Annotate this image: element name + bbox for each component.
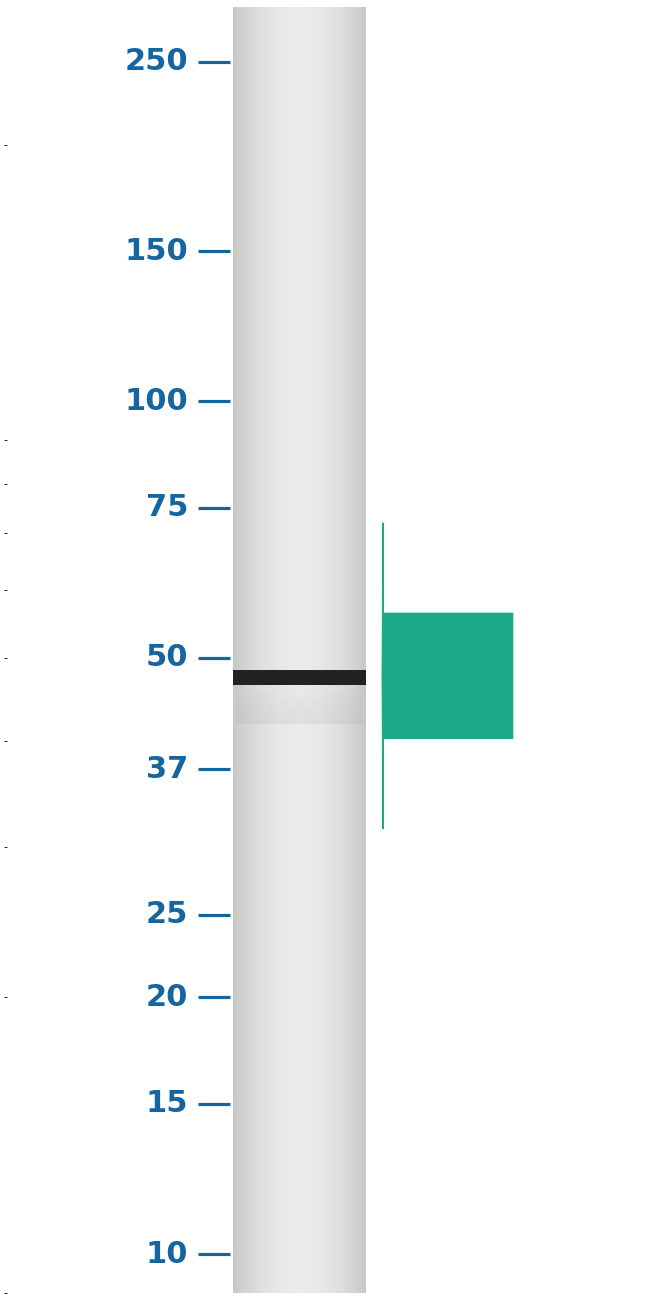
Bar [281, 6, 284, 1294]
Bar [300, 6, 302, 1294]
Bar [235, 6, 237, 1294]
Bar [337, 6, 340, 1294]
Bar [364, 6, 367, 1294]
Bar [355, 6, 358, 1294]
Bar [264, 6, 266, 1294]
Bar [275, 6, 278, 1294]
Bar [278, 6, 280, 1294]
Text: 100: 100 [125, 387, 188, 416]
Bar [324, 6, 326, 1294]
Bar [313, 6, 315, 1294]
Bar [259, 6, 262, 1294]
Bar [266, 6, 268, 1294]
Bar [295, 6, 297, 1294]
Bar [236, 705, 363, 710]
Bar [236, 685, 363, 690]
Bar [257, 6, 259, 1294]
Bar [280, 6, 281, 1294]
Bar [293, 6, 295, 1294]
Text: 250: 250 [125, 47, 188, 77]
Bar [309, 6, 311, 1294]
Text: 15: 15 [146, 1089, 188, 1118]
Bar [236, 694, 363, 699]
Bar [237, 6, 239, 1294]
Text: 37: 37 [146, 755, 188, 784]
Bar [291, 6, 293, 1294]
Bar [262, 6, 264, 1294]
Bar [346, 6, 348, 1294]
Bar [315, 6, 317, 1294]
Bar [353, 6, 355, 1294]
Bar [311, 6, 313, 1294]
Bar [358, 6, 359, 1294]
Bar [306, 6, 309, 1294]
Bar [236, 714, 363, 719]
Text: 75: 75 [146, 493, 188, 523]
Bar [344, 6, 346, 1294]
Bar [236, 690, 363, 694]
Bar [242, 6, 244, 1294]
Bar [248, 6, 251, 1294]
Bar [250, 6, 253, 1294]
Bar [362, 6, 364, 1294]
Bar [246, 6, 248, 1294]
Bar [270, 6, 273, 1294]
Bar [328, 6, 331, 1294]
Bar [317, 6, 320, 1294]
Bar [348, 6, 351, 1294]
Bar [286, 6, 289, 1294]
Bar [236, 719, 363, 724]
Text: 25: 25 [146, 900, 188, 929]
Text: 10: 10 [146, 1239, 188, 1269]
Bar [335, 6, 337, 1294]
Bar [322, 6, 324, 1294]
Bar [284, 6, 286, 1294]
Bar [326, 6, 328, 1294]
Bar [239, 6, 242, 1294]
Bar [255, 6, 257, 1294]
Bar [304, 6, 306, 1294]
Text: 20: 20 [146, 983, 188, 1011]
Bar [320, 6, 322, 1294]
Bar [331, 6, 333, 1294]
Bar [340, 6, 342, 1294]
Bar [351, 6, 353, 1294]
Bar [273, 6, 275, 1294]
Bar [233, 671, 367, 685]
Bar [342, 6, 344, 1294]
Bar [359, 6, 362, 1294]
Bar [268, 6, 270, 1294]
Bar [233, 6, 235, 1294]
Bar [289, 6, 291, 1294]
Text: 50: 50 [146, 644, 188, 672]
Bar [253, 6, 255, 1294]
Bar [244, 6, 246, 1294]
Bar [236, 699, 363, 705]
Text: 150: 150 [125, 237, 188, 265]
Bar [333, 6, 335, 1294]
Bar [297, 6, 300, 1294]
Bar [236, 710, 363, 714]
Bar [302, 6, 304, 1294]
